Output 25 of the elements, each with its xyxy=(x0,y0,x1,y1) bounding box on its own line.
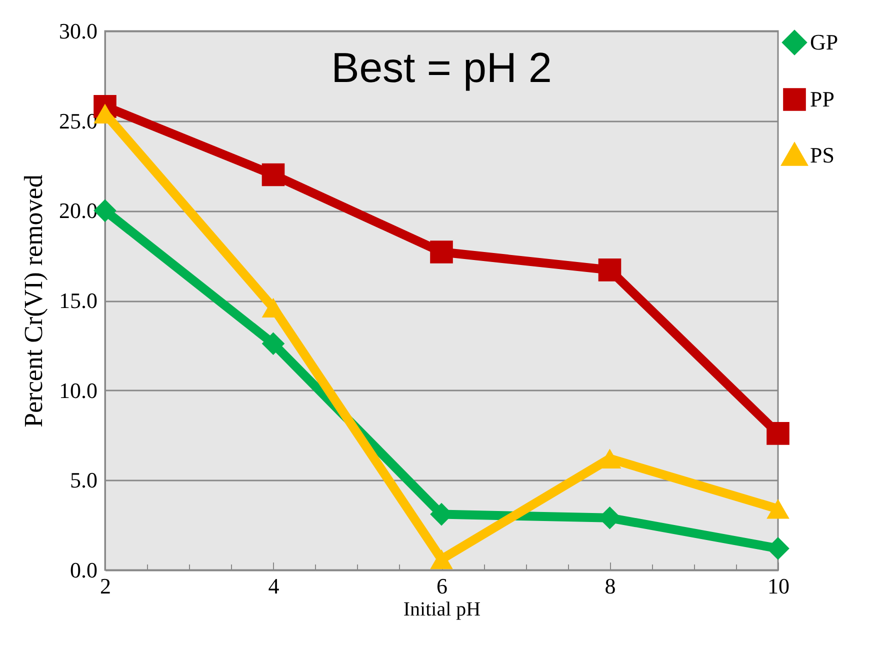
point xyxy=(262,332,285,356)
y-tick-label: 5.0 xyxy=(70,468,98,493)
point xyxy=(766,422,790,445)
x-tick-label: 8 xyxy=(604,574,616,598)
point xyxy=(262,298,285,318)
legend-label: PS xyxy=(810,142,834,168)
x-tick-label: 2 xyxy=(100,574,111,598)
y-tick-label: 0.0 xyxy=(70,558,98,582)
y-axis-title: Percent Cr(VI) removed xyxy=(19,174,48,428)
point xyxy=(430,549,453,570)
legend-label: GP xyxy=(810,30,838,54)
x-tick-label: 10 xyxy=(768,574,790,598)
x-tick-label: 6 xyxy=(436,574,448,598)
point xyxy=(262,163,285,186)
point xyxy=(766,499,790,519)
point xyxy=(598,258,622,282)
point xyxy=(430,240,453,264)
y-tick-label: 20.0 xyxy=(59,198,98,224)
y-tick-label: 10.0 xyxy=(59,378,98,403)
x-tick-label: 4 xyxy=(268,574,280,598)
y-tick-label: 15.0 xyxy=(59,288,98,313)
legend-label: PP xyxy=(810,86,834,112)
annotation: Best = pH 2 xyxy=(331,44,552,91)
y-tick-label: 30.0 xyxy=(59,18,98,44)
x-axis-title: Initial pH xyxy=(403,598,481,620)
